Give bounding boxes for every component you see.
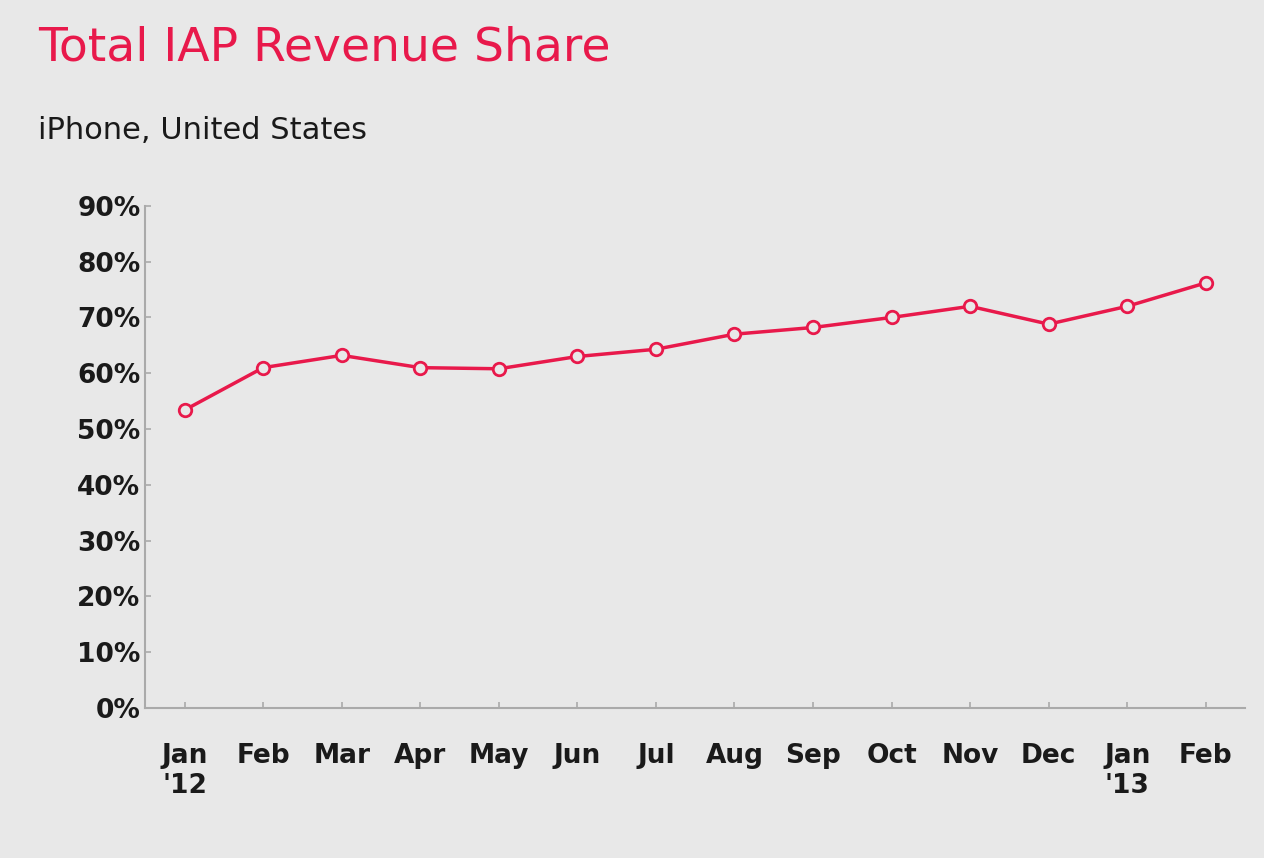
Text: Jan
'12: Jan '12 <box>162 743 207 799</box>
Text: Apr: Apr <box>394 743 446 769</box>
Text: May: May <box>469 743 530 769</box>
Text: Mar: Mar <box>313 743 370 769</box>
Text: Nov: Nov <box>942 743 999 769</box>
Text: Oct: Oct <box>866 743 916 769</box>
Text: Feb: Feb <box>1179 743 1232 769</box>
Text: Jul: Jul <box>637 743 675 769</box>
Text: Dec: Dec <box>1021 743 1077 769</box>
Text: Sep: Sep <box>785 743 841 769</box>
Text: Aug: Aug <box>705 743 763 769</box>
Text: Total IAP Revenue Share: Total IAP Revenue Share <box>38 26 611 70</box>
Text: Jan
'13: Jan '13 <box>1103 743 1150 799</box>
Text: Feb: Feb <box>236 743 289 769</box>
Text: Jun: Jun <box>554 743 600 769</box>
Text: iPhone, United States: iPhone, United States <box>38 116 367 145</box>
